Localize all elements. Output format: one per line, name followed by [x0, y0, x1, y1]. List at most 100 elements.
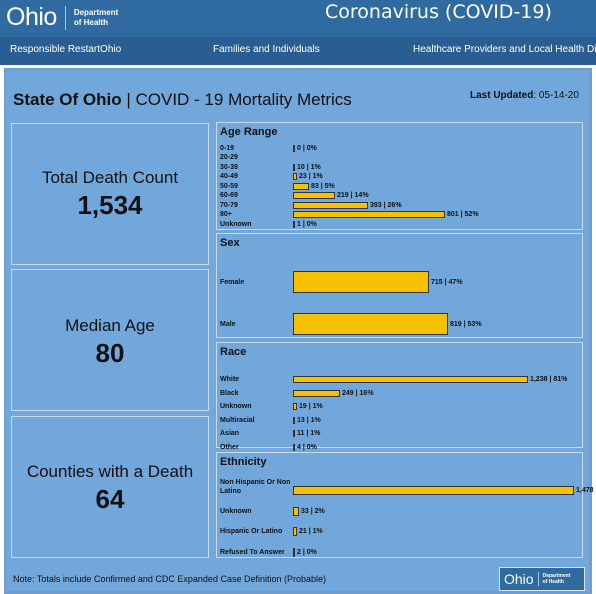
nav-item-responsible-restart[interactable]: Responsible RestartOhio: [10, 44, 122, 55]
sex-bar[interactable]: [293, 313, 448, 335]
race-bar[interactable]: [293, 416, 295, 424]
age-range-value-label: 219 | 14%: [337, 192, 369, 200]
ethnicity-title: Ethnicity: [220, 456, 267, 468]
ethnicity-category-label: Hispanic Or Latino: [220, 528, 283, 535]
age-range-value-label: 10 | 1%: [297, 163, 321, 171]
dashboard-title: State Of Ohio | COVID - 19 Mortality Met…: [13, 90, 352, 110]
race-value-label: 4 | 0%: [297, 444, 317, 451]
ethnicity-value-label: 33 | 2%: [301, 507, 325, 515]
sex-title: Sex: [220, 237, 240, 249]
age-range-value-label: 23 | 1%: [299, 173, 323, 181]
age-range-category-label: 70-79: [220, 201, 238, 209]
nav-item-healthcare-providers[interactable]: Healthcare Providers and Local Health Di…: [413, 44, 596, 55]
age-range-category-label: 40-49: [220, 173, 238, 181]
kpi-total-deaths-label: Total Death Count: [41, 168, 179, 187]
footnote: Note: Totals include Confirmed and CDC E…: [13, 574, 327, 584]
sex-value-label: 715 | 47%: [431, 278, 463, 286]
sex-category-label: Male: [220, 320, 236, 328]
sex-panel: Sex Female 715 | 47% Male 819 | 53%: [216, 233, 583, 338]
age-range-bar[interactable]: [293, 173, 297, 181]
sex-bar[interactable]: [293, 271, 429, 293]
ethnicity-value-label: 1,478 | 96%: [576, 487, 596, 494]
ethnicity-bar[interactable]: [293, 486, 574, 495]
last-updated: Last Updated: 05-14-20: [470, 90, 579, 101]
footer-logo-divider: [537, 572, 539, 586]
site-header: Ohio Department of Health Coronavirus (C…: [0, 0, 596, 37]
kpi-total-deaths-value: 1,534: [77, 190, 143, 220]
footer-logo-department: Department of Health: [543, 573, 571, 585]
race-value-label: 19 | 1%: [299, 403, 323, 411]
age-range-bar[interactable]: [293, 182, 309, 190]
age-range-category-label: 30-39: [220, 163, 238, 171]
kpi-median-age-value: 80: [95, 338, 125, 368]
sex-value-label: 819 | 53%: [450, 320, 482, 328]
logo-dept-line2: of Health: [73, 17, 109, 27]
age-range-value-label: 1 | 0%: [297, 220, 317, 228]
race-value-label: 1,238 | 81%: [530, 376, 568, 383]
ethnicity-panel: Ethnicity Non Hispanic Or Non Latino 1,47…: [216, 452, 596, 558]
ethnicity-category-label: Refused To Answer: [220, 548, 285, 556]
age-range-category-label: 50-59: [220, 182, 238, 190]
kpi-median-age-label: Median Age: [65, 316, 155, 335]
race-bar[interactable]: [293, 430, 295, 438]
footer-logo-dept-line2: of Health: [542, 579, 564, 585]
logo-divider: [64, 5, 66, 30]
race-bar[interactable]: [293, 444, 295, 451]
dashboard-title-state: State Of Ohio: [13, 90, 122, 109]
age-range-panel: Age Range 0-19 0 | 0% 20-29 30-39 10 | 1% 40-…: [216, 122, 583, 230]
age-range-category-label: Unknown: [220, 220, 252, 228]
kpi-counties: Counties with a Death 64: [11, 416, 209, 558]
age-range-value-label: 0 | 0%: [297, 145, 317, 152]
age-range-value-label: 83 | 5%: [311, 182, 335, 190]
nav-item-families[interactable]: Families and Individuals: [213, 44, 320, 55]
age-range-bar[interactable]: [293, 192, 335, 200]
logo-department: Department of Health: [74, 8, 118, 28]
race-category-label: White: [220, 376, 240, 383]
race-category-label: Unknown: [220, 403, 252, 411]
kpi-total-deaths: Total Death Count 1,534: [11, 123, 209, 265]
ethnicity-value-label: 21 | 1%: [299, 528, 323, 535]
logo-dept-line1: Department: [73, 7, 119, 17]
race-bar[interactable]: [293, 376, 528, 383]
age-range-value-label: 801 | 52%: [447, 211, 479, 219]
site-title: Coronavirus (COVID-19): [325, 1, 552, 23]
age-range-bar[interactable]: [293, 201, 368, 209]
footer-logo-word: Ohio: [504, 571, 534, 587]
race-value-label: 11 | 1%: [297, 430, 321, 438]
main-nav: Responsible RestartOhio Families and Ind…: [0, 37, 596, 65]
last-updated-label: Last Updated: [470, 90, 534, 101]
age-range-title: Age Range: [220, 126, 278, 138]
race-category-label: Asian: [220, 430, 240, 438]
logo-word: Ohio: [6, 3, 57, 31]
kpi-counties-label: Counties with a Death: [26, 462, 194, 481]
age-range-value-label: 393 | 26%: [370, 201, 402, 209]
race-panel: Race White 1,238 | 81% Black 249 | 16% Unkno…: [216, 342, 583, 451]
age-range-bar[interactable]: [293, 145, 295, 152]
race-title: Race: [220, 346, 247, 358]
ethnicity-bar[interactable]: [293, 547, 295, 557]
ethnicity-category-label: Non Hispanic Or Non Latino: [220, 479, 291, 495]
age-range-category-label: 20-29: [220, 154, 238, 162]
mortality-dashboard: State Of Ohio | COVID - 19 Mortality Met…: [6, 70, 596, 591]
race-bar[interactable]: [293, 389, 340, 397]
age-range-bar[interactable]: [293, 220, 295, 228]
age-range-category-label: 0-19: [220, 145, 235, 152]
sex-category-label: Female: [220, 278, 245, 286]
footer-ohio-logo[interactable]: Ohio Department of Health: [499, 567, 585, 591]
ethnicity-bar[interactable]: [293, 527, 297, 536]
age-range-bar[interactable]: [293, 211, 445, 219]
age-range-category-label: 80+: [220, 211, 232, 219]
last-updated-value: : 05-14-20: [533, 90, 579, 101]
race-category-label: Multiracial: [220, 416, 255, 424]
age-range-bar[interactable]: [293, 163, 295, 171]
age-range-category-label: 60-69: [220, 192, 238, 200]
ethnicity-bar[interactable]: [293, 506, 299, 516]
ohio-health-logo[interactable]: Ohio Department of Health: [6, 5, 118, 30]
race-bar[interactable]: [293, 403, 297, 411]
ethnicity-category-label: Unknown: [220, 507, 252, 515]
kpi-median-age: Median Age 80: [11, 269, 209, 411]
race-category-label: Other: [220, 444, 239, 451]
dashboard-frame: State Of Ohio | COVID - 19 Mortality Met…: [4, 68, 596, 594]
race-value-label: 249 | 16%: [342, 389, 374, 397]
race-category-label: Black: [220, 389, 239, 397]
